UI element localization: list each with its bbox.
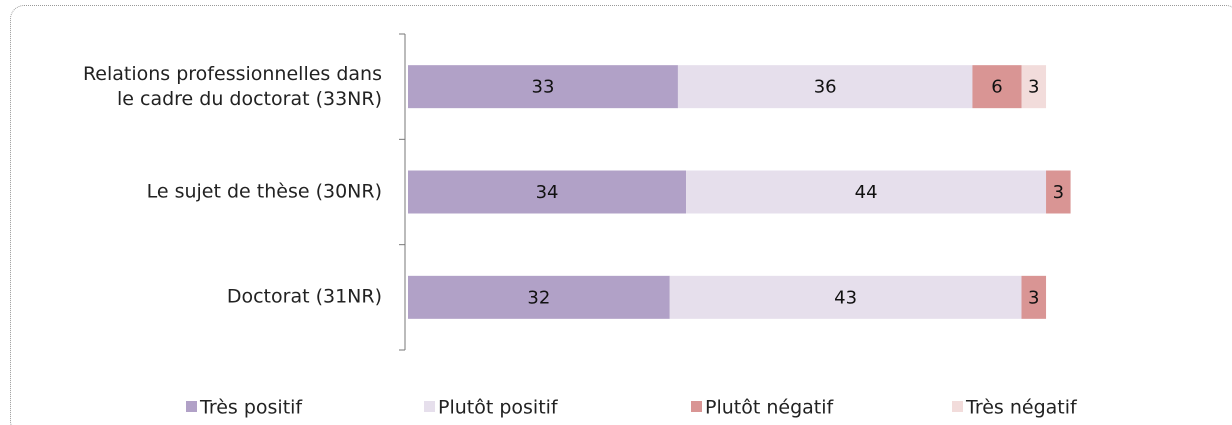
bar-segment xyxy=(1021,65,1047,109)
legend-swatch xyxy=(691,401,702,412)
legend-swatch xyxy=(952,401,963,412)
category-label: Doctorat (31NR) xyxy=(226,285,382,308)
bar-segment xyxy=(972,65,1022,109)
bar-segment xyxy=(408,65,678,109)
legend-label: Très négatif xyxy=(965,397,1078,419)
bar-segment xyxy=(677,65,973,109)
frame xyxy=(10,5,1232,425)
data-label: 3 xyxy=(1028,287,1039,308)
legend-swatch xyxy=(424,401,435,412)
bar-segment xyxy=(669,275,1022,319)
legend-label: Très positif xyxy=(199,397,303,419)
data-label: 3 xyxy=(1028,77,1039,98)
bar-segment xyxy=(408,275,670,319)
data-label: 33 xyxy=(532,77,555,98)
bar-segment xyxy=(1021,275,1047,319)
data-label: 32 xyxy=(527,287,550,308)
data-label: 36 xyxy=(814,77,837,98)
bar-segment xyxy=(408,170,687,214)
category-label: Relations professionnelles dans le cadre… xyxy=(82,62,382,110)
bar-segment xyxy=(1046,170,1071,214)
data-label: 6 xyxy=(991,77,1002,98)
data-label: 44 xyxy=(855,182,878,203)
bar-segment xyxy=(686,170,1047,214)
legend-label: Plutôt positif xyxy=(438,397,559,419)
category-label: Le sujet de thèse (30NR) xyxy=(146,180,382,203)
data-label: 3 xyxy=(1053,182,1064,203)
legend-label: Plutôt négatif xyxy=(705,397,835,419)
data-label: 34 xyxy=(536,182,559,203)
data-label: 43 xyxy=(834,287,857,308)
legend-swatch xyxy=(186,401,197,412)
